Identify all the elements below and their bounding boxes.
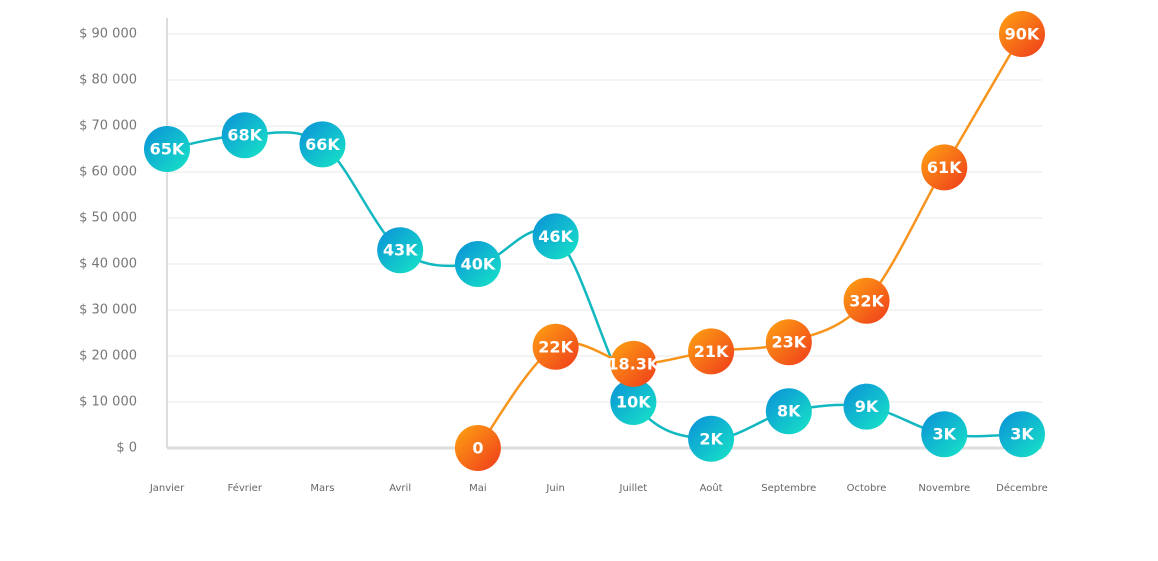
point xyxy=(610,340,657,387)
x-tick-label: Mai xyxy=(469,483,487,494)
point xyxy=(454,425,501,471)
y-tick-label: $ 10 000 xyxy=(79,395,137,410)
data-label: 21K xyxy=(694,342,729,361)
x-tick-label: Septembre xyxy=(761,483,816,494)
y-tick-label: $ 60 000 xyxy=(79,165,137,180)
data-label: 68K xyxy=(227,126,262,145)
data-label: 32K xyxy=(849,291,884,310)
x-tick-label: Mars xyxy=(310,483,334,494)
y-tick-label: $ 80 000 xyxy=(79,73,137,88)
point xyxy=(999,11,1045,57)
y-tick-label: $ 70 000 xyxy=(79,119,137,134)
point xyxy=(688,328,735,375)
point xyxy=(221,112,268,159)
point xyxy=(299,121,346,168)
y-tick-label: $ 90 000 xyxy=(79,27,137,42)
y-tick-label: $ 50 000 xyxy=(79,211,137,226)
point xyxy=(765,319,812,366)
point xyxy=(532,213,579,260)
data-label: 61K xyxy=(927,158,962,177)
data-label: 43K xyxy=(383,241,418,260)
x-tick-label: Avril xyxy=(389,483,411,494)
data-label: 8K xyxy=(777,402,801,421)
point xyxy=(454,241,501,287)
y-tick-label: $ 40 000 xyxy=(79,257,137,272)
data-label: 66K xyxy=(305,135,340,154)
data-label: 40K xyxy=(461,255,496,274)
y-tick-label: $ 20 000 xyxy=(79,349,137,364)
data-label: 9K xyxy=(855,397,879,416)
data-label: 10K xyxy=(616,393,651,412)
data-label: 18.3K xyxy=(607,354,659,373)
x-tick-label: Août xyxy=(700,482,723,494)
x-tick-label: Décembre xyxy=(996,482,1048,494)
point xyxy=(999,411,1045,458)
data-label: 23K xyxy=(771,333,806,352)
x-tick-label: Novembre xyxy=(918,483,970,494)
x-tick-label: Juillet xyxy=(619,483,648,494)
point xyxy=(843,383,890,430)
x-tick-label: Février xyxy=(228,482,263,494)
data-label: 22K xyxy=(538,337,573,356)
point xyxy=(144,126,190,172)
data-label: 46K xyxy=(538,227,573,246)
x-tick-label: Janvier xyxy=(149,483,185,494)
data-label: 65K xyxy=(150,140,185,159)
point xyxy=(532,323,579,370)
series-line xyxy=(166,131,1023,441)
data-label: 0 xyxy=(472,439,483,458)
point xyxy=(688,415,735,462)
point xyxy=(765,388,812,435)
x-tick-label: Octobre xyxy=(847,483,887,494)
data-label: 2K xyxy=(699,429,723,448)
point xyxy=(843,277,890,324)
y-tick-label: $ 30 000 xyxy=(79,303,137,318)
data-label: 3K xyxy=(1010,425,1034,444)
y-tick-label: $ 0 xyxy=(116,441,137,456)
point xyxy=(921,144,968,191)
data-label: 90K xyxy=(1005,25,1040,44)
data-label: 3K xyxy=(933,425,957,444)
point xyxy=(610,379,657,425)
x-tick-label: Juin xyxy=(545,483,564,494)
point xyxy=(921,411,968,458)
point xyxy=(377,227,424,274)
